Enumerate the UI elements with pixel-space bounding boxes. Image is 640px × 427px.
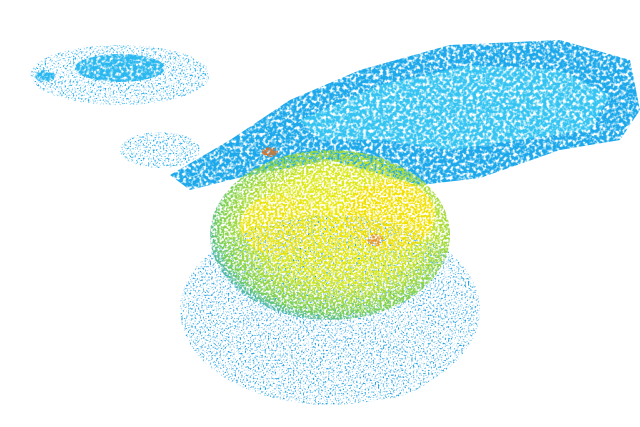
southern-echo [300, 320, 440, 400]
north-max [262, 147, 278, 157]
cloud-band [35, 40, 640, 190]
northwest-cell [75, 54, 165, 82]
west-echo [120, 132, 200, 168]
storm-core [210, 147, 450, 320]
small-cell [35, 70, 55, 82]
core-max [367, 234, 383, 246]
core-west [240, 195, 320, 255]
core-peak [345, 180, 435, 250]
band-inner [300, 65, 610, 150]
